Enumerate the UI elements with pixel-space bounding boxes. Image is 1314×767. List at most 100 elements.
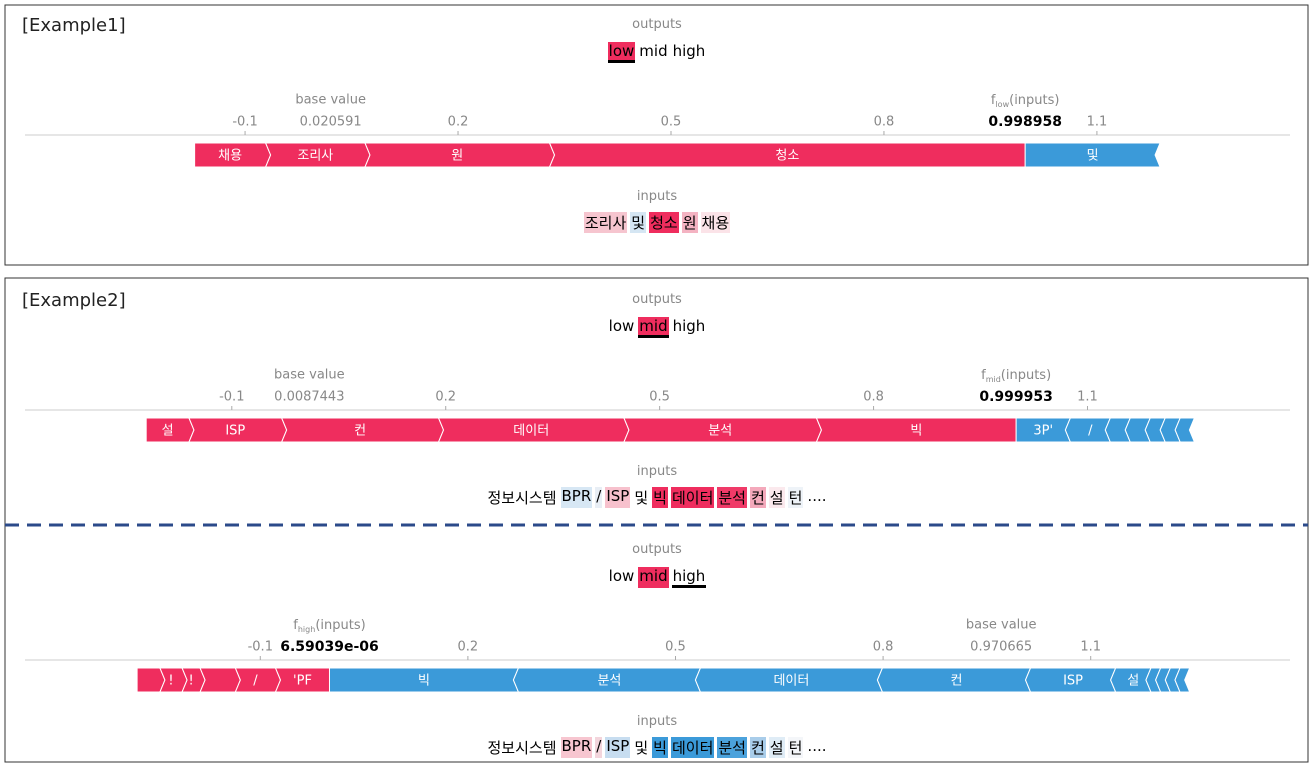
input-token: 및 <box>630 212 647 233</box>
segment-label: 설 <box>162 424 174 439</box>
tick-label: 0.2 <box>448 115 469 130</box>
tick-label: 0.5 <box>665 640 686 655</box>
segment-label: 빅 <box>910 424 922 439</box>
segment-label: 원 <box>451 149 463 164</box>
input-token: 정보시스템 <box>486 737 558 758</box>
segment-label: 데이터 <box>513 424 549 439</box>
tick-label: -0.1 <box>248 640 273 655</box>
input-token: ISP <box>605 737 631 758</box>
segment-label: 분석 <box>708 424 732 439</box>
output-token: low <box>608 567 635 585</box>
f-label-part: f <box>991 93 996 108</box>
base-value: 0.970665 <box>970 640 1032 655</box>
input-token: 및 <box>633 737 650 758</box>
blue-segment <box>1174 417 1196 443</box>
segment-label: 3P' <box>1033 424 1053 439</box>
input-token: 채용 <box>700 212 731 233</box>
f-label-part: mid <box>986 375 1001 384</box>
input-token: .... <box>806 487 828 508</box>
outputs-label: outputs <box>632 542 682 557</box>
segment-label: 컨 <box>950 674 962 689</box>
input-token: 분석 <box>717 487 747 508</box>
input-token: 데이터 <box>670 487 715 508</box>
base-value: 0.0087443 <box>274 390 344 405</box>
f-label: flow(inputs) <box>991 93 1060 109</box>
input-token: 빅 <box>652 737 668 758</box>
segment-label: / <box>253 674 258 689</box>
segment-label: ! <box>168 674 173 689</box>
segment-label: 청소 <box>775 149 799 164</box>
blue-segment <box>1024 142 1161 168</box>
output-token: mid <box>639 42 668 60</box>
f-value: 0.999953 <box>979 389 1053 405</box>
red-segment <box>199 667 241 693</box>
input-token: / <box>595 487 603 508</box>
f-label-part: low <box>995 100 1009 109</box>
output-token: mid <box>638 317 669 338</box>
segment-label: ISP <box>1063 674 1083 689</box>
panel-title: [Example2] <box>22 290 126 311</box>
output-token: mid <box>638 567 669 588</box>
tick-label: 0.2 <box>435 390 456 405</box>
tick-label: 0.5 <box>661 115 682 130</box>
input-token: 및 <box>633 487 650 508</box>
input-token: / <box>595 737 603 758</box>
output-token: low <box>608 317 635 335</box>
f-label: fmid(inputs) <box>981 368 1051 384</box>
input-token: 정보시스템 <box>486 487 558 508</box>
tick-label: 0.8 <box>874 115 895 130</box>
segment-label: 분석 <box>597 674 621 689</box>
segment-label: 데이터 <box>773 674 809 689</box>
segment-label: 채용 <box>218 149 242 164</box>
input-token: 빅 <box>652 487 668 508</box>
f-label: fhigh(inputs) <box>293 618 365 634</box>
segment-label: 빅 <box>418 674 430 689</box>
tick-label: 0.5 <box>649 390 670 405</box>
input-token: 조리사 <box>583 212 628 233</box>
base-value-label: base value <box>966 618 1037 633</box>
outputs-row: low mid high <box>0 317 1314 338</box>
input-token: ISP <box>605 487 631 508</box>
blue-segment <box>1174 667 1191 693</box>
tick-label: -0.1 <box>232 115 257 130</box>
outputs-label: outputs <box>632 17 682 32</box>
tick-label: 1.1 <box>1080 640 1101 655</box>
input-token: 턴 <box>787 487 804 508</box>
input-token: 설 <box>768 487 785 508</box>
outputs-row: low mid high <box>0 42 1314 63</box>
base-value-label: base value <box>274 368 345 383</box>
input-token: 턴 <box>787 737 804 758</box>
input-token: 청소 <box>649 212 679 233</box>
tick-label: -0.1 <box>219 390 244 405</box>
tick-label: 0.8 <box>863 390 884 405</box>
input-token: 컨 <box>749 737 766 758</box>
inputs-label: inputs <box>636 189 678 204</box>
inputs-row: 정보시스템 BPR / ISP 및 빅 데이터 분석 컨 설 턴.... <box>0 487 1314 508</box>
tick-label: 1.1 <box>1077 390 1098 405</box>
segment-label: ! <box>188 674 193 689</box>
panel <box>4 4 1309 266</box>
f-label-part: (inputs) <box>1001 368 1051 383</box>
input-token: BPR <box>560 487 593 508</box>
f-label-part: (inputs) <box>315 618 365 633</box>
f-label-part: f <box>981 368 986 383</box>
outputs-label: outputs <box>632 292 682 307</box>
panel <box>4 277 1309 763</box>
inputs-row: 정보시스템 BPR / ISP 및 빅 데이터 분석 컨 설 턴.... <box>0 737 1314 758</box>
output-token: low <box>607 42 636 63</box>
base-value: 0.020591 <box>300 115 362 130</box>
f-value: 0.998958 <box>988 114 1062 130</box>
input-token: .... <box>806 737 828 758</box>
input-token: 분석 <box>717 737 747 758</box>
input-token: 설 <box>768 737 785 758</box>
inputs-row: 조리사 및 청소 원 채용 <box>0 212 1314 233</box>
segment-label: 'PF <box>293 674 312 689</box>
f-label-part: f <box>293 618 298 633</box>
panel-title: [Example1] <box>22 15 126 36</box>
base-value-label: base value <box>295 93 366 108</box>
red-segment <box>136 667 166 693</box>
red-segment <box>234 667 282 693</box>
segment-label: 및 <box>1087 149 1099 164</box>
